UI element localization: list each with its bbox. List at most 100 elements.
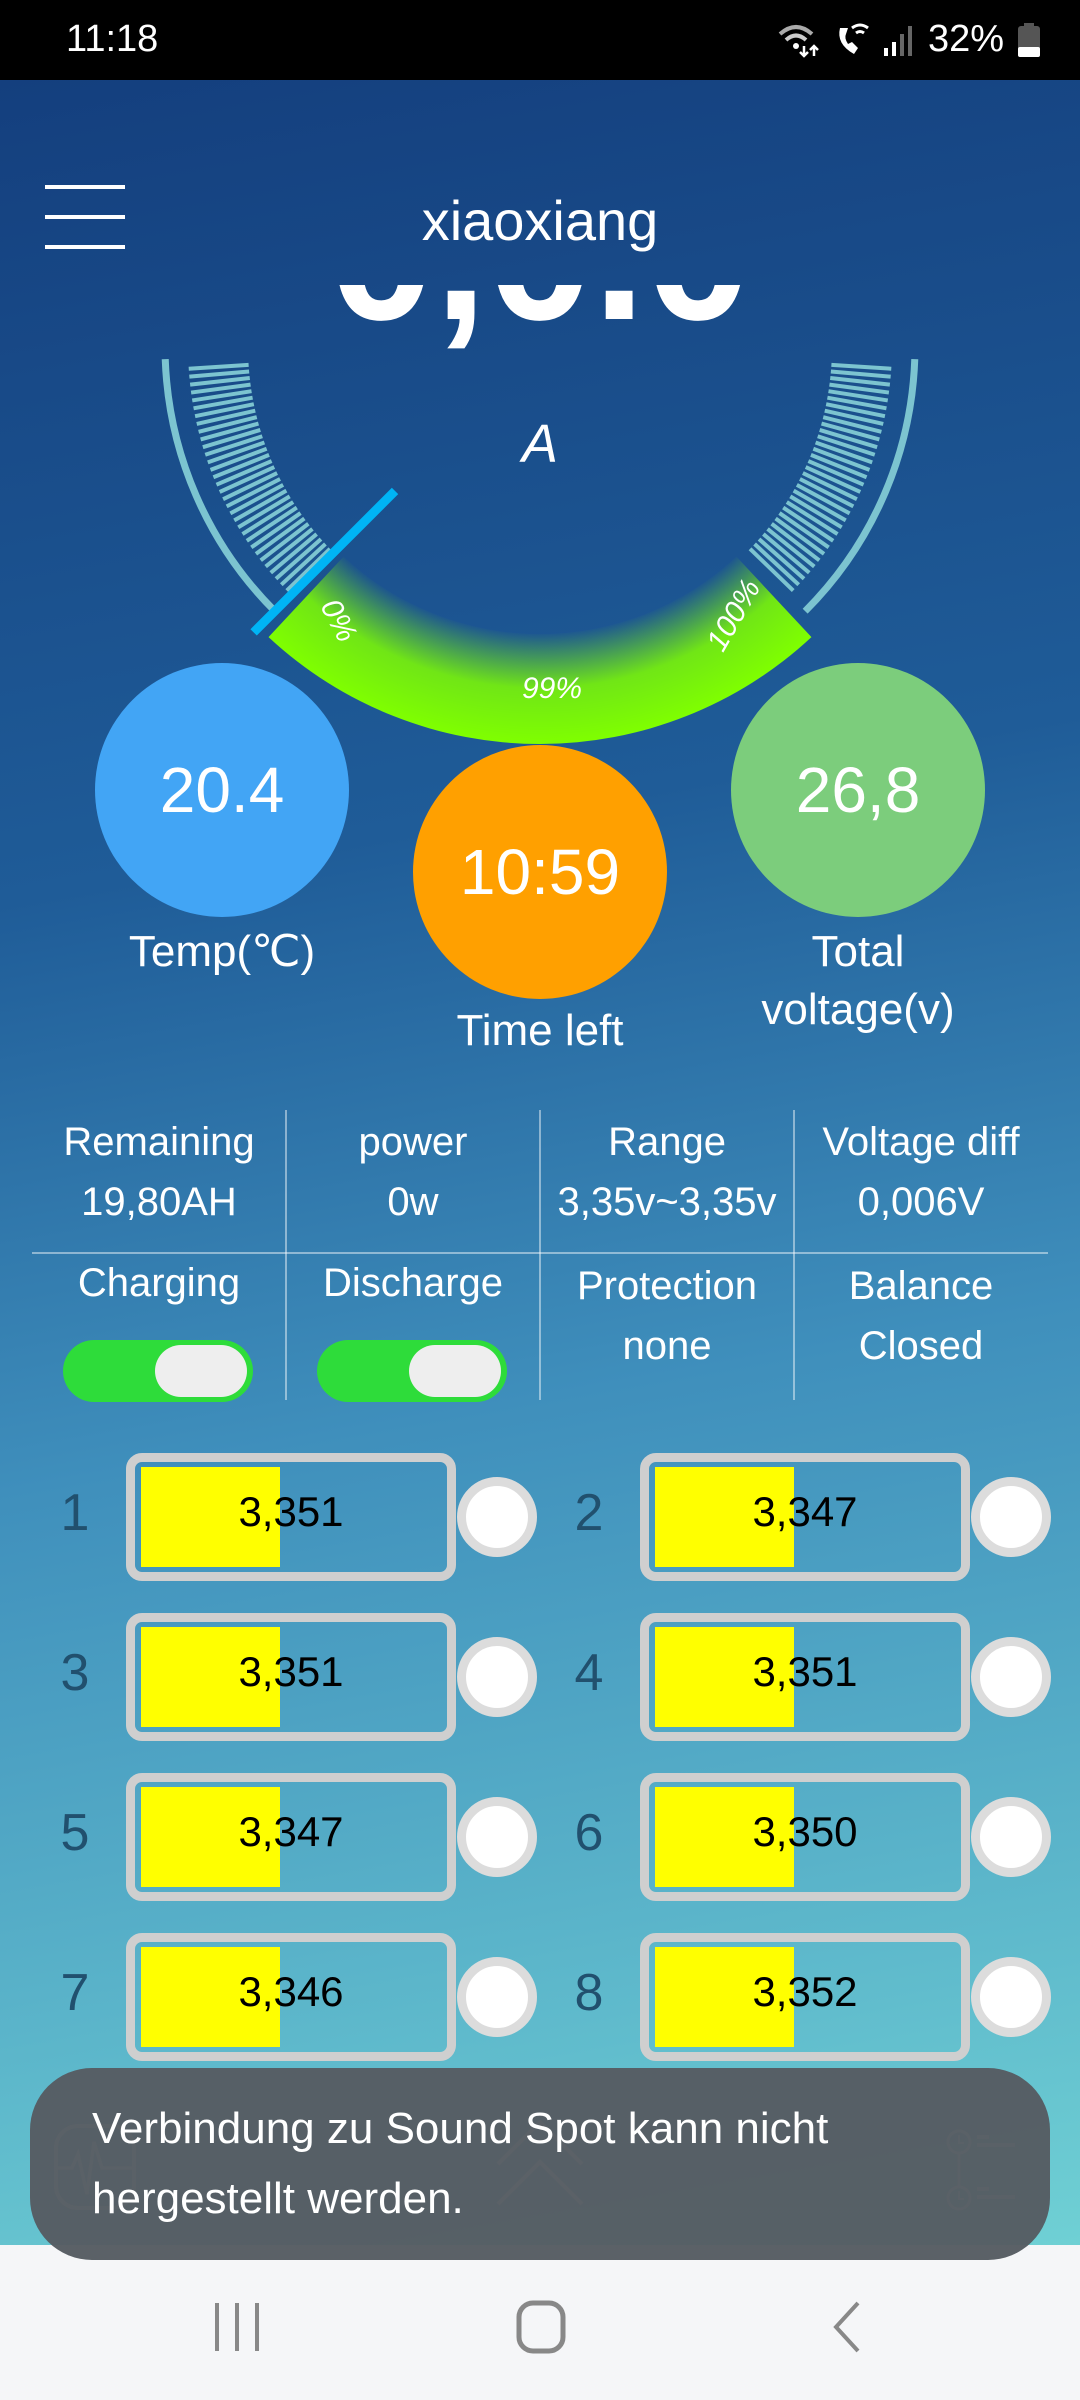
toast-message: Verbindung zu Sound Spot kann nicht herg… bbox=[30, 2068, 1050, 2260]
discharge-label: Discharge bbox=[322, 1261, 504, 1305]
toast-line-2: hergestellt werden. bbox=[92, 2174, 464, 2223]
hamburger-icon[interactable] bbox=[45, 185, 125, 249]
gauge-tick bbox=[285, 547, 332, 592]
gauge-tick bbox=[191, 389, 252, 403]
balance-value: Closed bbox=[858, 1324, 984, 1368]
gauge-tick bbox=[782, 505, 835, 543]
back-icon[interactable] bbox=[828, 2300, 868, 2355]
voltage-diff-value: 0,006V bbox=[857, 1180, 985, 1224]
cell-number: 7 bbox=[60, 1964, 90, 2022]
gauge-tick bbox=[785, 500, 839, 536]
gauge-tick bbox=[188, 362, 249, 371]
gauge-tick bbox=[778, 511, 830, 550]
gauge-tick bbox=[245, 505, 298, 543]
gauge-tick bbox=[812, 446, 871, 472]
gauge-tick bbox=[279, 542, 327, 587]
gauge-tick bbox=[802, 471, 858, 502]
gauge-tick bbox=[193, 395, 253, 411]
current-unit: A bbox=[521, 414, 559, 474]
charging-toggle[interactable] bbox=[63, 1340, 253, 1402]
gauge-tick bbox=[209, 446, 268, 472]
cell-voltage: 3,350 bbox=[752, 1808, 858, 1855]
cell-fill-bar bbox=[141, 1627, 280, 1727]
gauge-tick bbox=[825, 402, 886, 419]
gauge-tick bbox=[222, 471, 278, 502]
temp-circle: 20.4 bbox=[95, 663, 349, 917]
balance-label: Balance bbox=[848, 1264, 994, 1308]
discharge-toggle[interactable] bbox=[317, 1340, 507, 1402]
gauge-tick bbox=[215, 459, 273, 487]
gauge-tick bbox=[218, 465, 276, 494]
cell-fill-bar bbox=[655, 1627, 794, 1727]
gauge-graphic: 0% 99% 100% bbox=[161, 358, 919, 745]
cell-fill-bar bbox=[655, 1787, 794, 1887]
gauge-soc-band bbox=[268, 556, 812, 745]
charging-label: Charging bbox=[77, 1261, 241, 1305]
gauge-tick bbox=[830, 376, 891, 387]
gauge-tick bbox=[259, 522, 310, 562]
gauge-tick bbox=[830, 369, 891, 379]
gauge-tick bbox=[748, 547, 795, 592]
remaining-label: Remaining bbox=[63, 1120, 255, 1164]
gauge-tick bbox=[274, 537, 323, 581]
gauge-tick bbox=[264, 527, 314, 569]
cell-balance-indicator bbox=[457, 1797, 537, 1877]
gauge-tick bbox=[770, 522, 821, 562]
cell-number: 1 bbox=[60, 1484, 90, 1542]
gauge-tick bbox=[204, 434, 263, 457]
cell-number: 5 bbox=[60, 1804, 90, 1862]
cell-voltage: 3,347 bbox=[752, 1488, 858, 1535]
cell-number: 2 bbox=[574, 1484, 604, 1542]
wifi-call-icon bbox=[839, 23, 869, 54]
cell-battery: 3,352 bbox=[640, 1933, 970, 2061]
cell-balance-indicator bbox=[971, 1477, 1051, 1557]
cell-battery: 3,351 bbox=[126, 1453, 456, 1581]
gauge-tick bbox=[807, 459, 865, 487]
cell-battery: 3,346 bbox=[126, 1933, 456, 2061]
gauge-ticks bbox=[188, 362, 892, 592]
gauge-tick bbox=[766, 527, 816, 569]
gauge-tick bbox=[819, 427, 878, 450]
recent-apps-icon[interactable] bbox=[212, 2300, 262, 2355]
cell-number: 4 bbox=[574, 1644, 604, 1702]
page-title: xiaoxiang bbox=[421, 189, 659, 252]
gauge-tick bbox=[774, 516, 826, 556]
gauge-tick bbox=[269, 532, 318, 575]
range-label: Range bbox=[608, 1120, 726, 1164]
cell-balance-indicator bbox=[457, 1637, 537, 1717]
cell-fill-bar bbox=[141, 1947, 280, 2047]
gauge-tick bbox=[194, 402, 255, 419]
gauge-tick bbox=[237, 494, 291, 530]
wifi-data-icon bbox=[778, 24, 819, 58]
temp-value: 20.4 bbox=[159, 754, 285, 826]
cell-fill-bar bbox=[655, 1467, 794, 1567]
cell-voltage: 3,346 bbox=[238, 1968, 344, 2015]
gauge-tick bbox=[190, 382, 251, 395]
gauge-tick bbox=[229, 483, 285, 516]
cell-balance-indicator bbox=[457, 1477, 537, 1557]
app-screen: xiaoxiang 0% 99% 100% 0,0.0 A 20.4 Temp(… bbox=[0, 80, 1080, 2245]
gauge-tick bbox=[762, 532, 811, 575]
gauge-tick bbox=[795, 483, 851, 516]
cell-voltage: 3,351 bbox=[238, 1488, 344, 1535]
info-table: Remaining 19,80AH power 0w Range 3,35v~3,35… bbox=[32, 1110, 1048, 1402]
cell-voltage: 3,351 bbox=[238, 1648, 344, 1695]
time-left-label: Time left bbox=[456, 1006, 624, 1055]
gauge-tick bbox=[789, 494, 843, 530]
cell-balance-indicator bbox=[457, 1957, 537, 2037]
current-value: 0,0.0 bbox=[0, 285, 1080, 363]
time-left-value: 10:59 bbox=[459, 836, 621, 908]
gauge-tick bbox=[254, 516, 306, 556]
gauge-tick bbox=[757, 537, 806, 581]
cell-voltage: 3,347 bbox=[238, 1808, 344, 1855]
home-icon[interactable] bbox=[515, 2300, 567, 2355]
voltage-circle: 26,8 bbox=[731, 663, 985, 917]
cell-battery: 3,351 bbox=[126, 1613, 456, 1741]
battery-icon bbox=[1018, 22, 1040, 57]
cell-fill-bar bbox=[655, 1947, 794, 2047]
cell-number: 6 bbox=[574, 1804, 604, 1862]
protection-label: Protection bbox=[576, 1264, 758, 1308]
status-bar: 11:18 32% bbox=[0, 0, 1080, 80]
cell-balance-indicator bbox=[971, 1797, 1051, 1877]
gauge-tick bbox=[241, 500, 295, 536]
